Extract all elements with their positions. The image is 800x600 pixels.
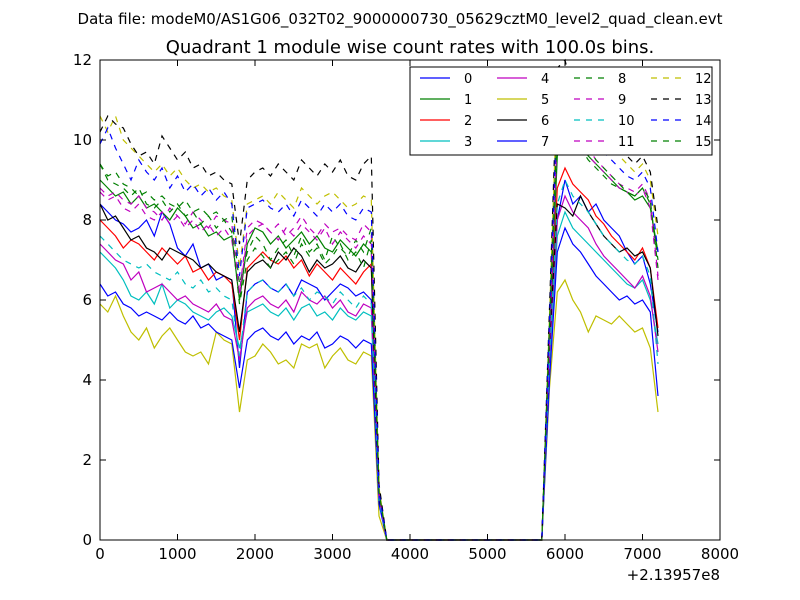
legend-label-0: 0 <box>464 72 472 87</box>
series-line-15 <box>99 102 659 541</box>
legend-label-10: 10 <box>618 114 635 129</box>
x-tick-label: 1000 <box>158 545 196 563</box>
x-tick-label: 8000 <box>701 545 739 563</box>
legend-label-4: 4 <box>541 72 549 87</box>
series-line-10 <box>99 178 659 541</box>
legend-label-6: 6 <box>541 114 549 129</box>
series-line-5 <box>99 278 659 541</box>
legend-label-2: 2 <box>464 114 472 129</box>
legend-label-1: 1 <box>464 93 472 108</box>
legend-label-9: 9 <box>618 93 626 108</box>
legend-label-5: 5 <box>541 93 549 108</box>
legend-box <box>409 66 713 156</box>
y-tick-label: 10 <box>73 131 92 149</box>
y-tick-label: 0 <box>82 531 92 549</box>
x-tick-label: 5000 <box>468 545 506 563</box>
legend-label-11: 11 <box>618 135 635 150</box>
x-tick-label: 6000 <box>546 545 584 563</box>
legend-label-3: 3 <box>464 135 472 150</box>
legend-label-8: 8 <box>618 72 626 87</box>
data-file-title: Data file: modeM0/AS1G06_032T02_90000007… <box>78 10 723 29</box>
legend-label-15: 15 <box>695 135 712 150</box>
x-tick-label: 4000 <box>391 545 429 563</box>
y-tick-label: 6 <box>82 291 92 309</box>
legend-label-13: 13 <box>695 93 712 108</box>
x-axis-ticks: 0 1000 2000 3000 4000 5000 6000 7000 8000 <box>95 60 739 563</box>
legend-label-14: 14 <box>695 114 712 129</box>
legend-label-7: 7 <box>541 135 549 150</box>
chart-title: Quadrant 1 module wise count rates with … <box>166 37 655 58</box>
x-axis-offset-label: +2.13957e8 <box>627 566 720 584</box>
y-tick-label: 12 <box>73 51 92 69</box>
y-tick-label: 8 <box>82 211 92 229</box>
y-tick-label: 2 <box>82 451 92 469</box>
legend-label-12: 12 <box>695 72 712 87</box>
x-tick-label: 7000 <box>623 545 661 563</box>
x-tick-label: 3000 <box>313 545 351 563</box>
y-tick-label: 4 <box>82 371 92 389</box>
x-tick-label: 0 <box>95 545 105 563</box>
x-tick-label: 2000 <box>236 545 274 563</box>
series-line-7 <box>99 226 659 541</box>
